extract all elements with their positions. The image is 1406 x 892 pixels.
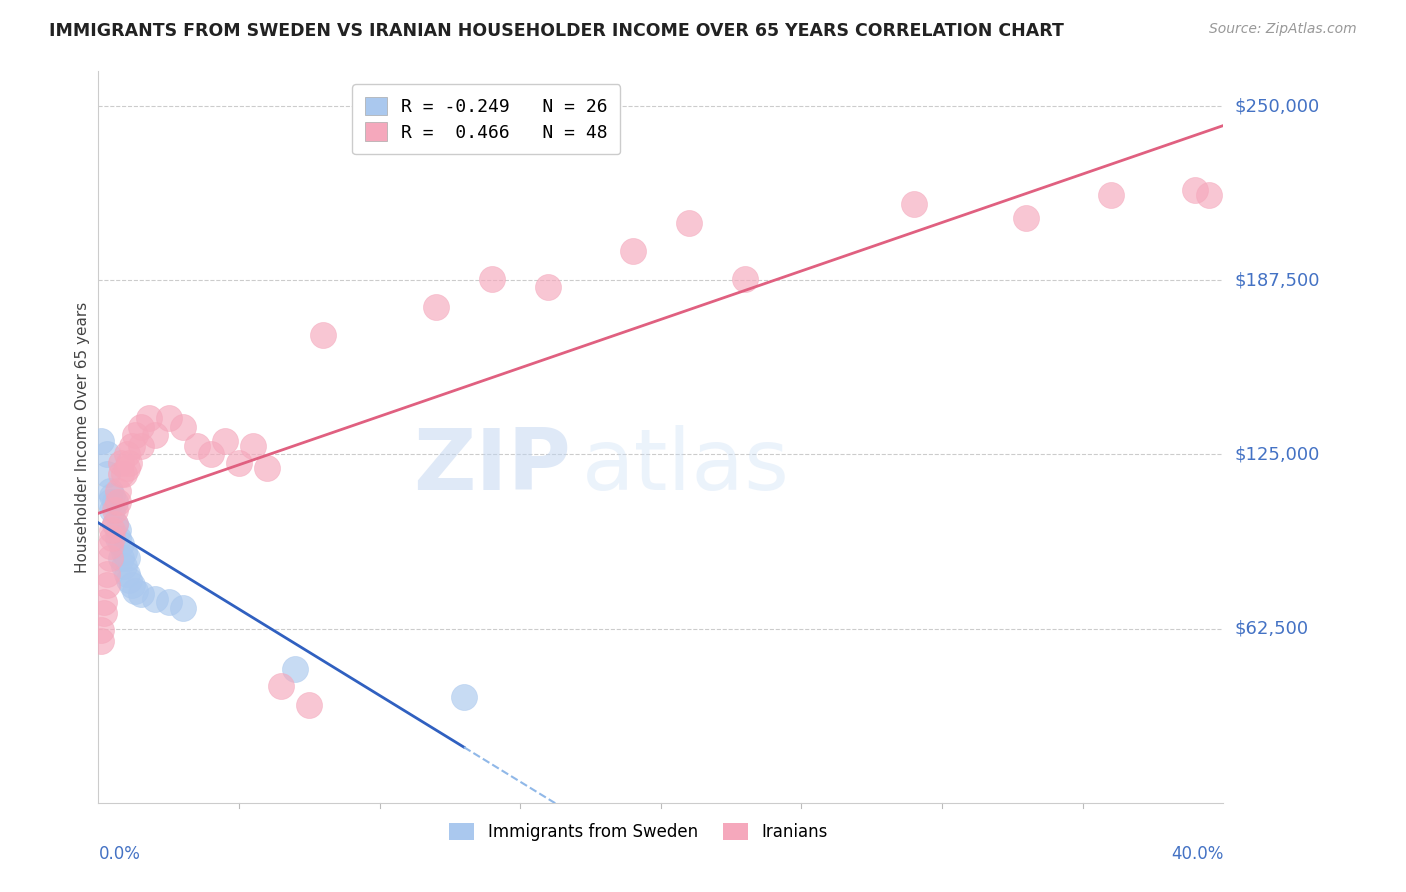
- Text: $62,500: $62,500: [1234, 620, 1309, 638]
- Y-axis label: Householder Income Over 65 years: Householder Income Over 65 years: [75, 301, 90, 573]
- Point: [90, 634, 112, 648]
- Point: [284, 662, 307, 676]
- Point: [129, 587, 152, 601]
- Point: [157, 595, 180, 609]
- Point: [107, 523, 129, 537]
- Point: [107, 483, 129, 498]
- Point: [115, 567, 138, 582]
- Point: [107, 531, 129, 545]
- Legend: Immigrants from Sweden, Iranians: Immigrants from Sweden, Iranians: [441, 814, 835, 849]
- Point: [121, 578, 143, 592]
- Point: [481, 272, 503, 286]
- Point: [1099, 188, 1122, 202]
- Text: 40.0%: 40.0%: [1171, 845, 1223, 863]
- Point: [115, 550, 138, 565]
- Point: [157, 411, 180, 425]
- Point: [312, 327, 335, 342]
- Point: [96, 578, 118, 592]
- Point: [90, 434, 112, 448]
- Point: [98, 483, 121, 498]
- Text: IMMIGRANTS FROM SWEDEN VS IRANIAN HOUSEHOLDER INCOME OVER 65 YEARS CORRELATION C: IMMIGRANTS FROM SWEDEN VS IRANIAN HOUSEH…: [49, 22, 1064, 40]
- Point: [425, 300, 447, 314]
- Point: [256, 461, 278, 475]
- Point: [115, 448, 138, 462]
- Point: [143, 592, 166, 607]
- Text: $125,000: $125,000: [1234, 445, 1320, 464]
- Point: [214, 434, 236, 448]
- Point: [96, 467, 118, 481]
- Point: [104, 517, 127, 532]
- Point: [104, 517, 127, 532]
- Text: $250,000: $250,000: [1234, 97, 1320, 115]
- Point: [104, 503, 127, 517]
- Text: atlas: atlas: [582, 425, 790, 508]
- Point: [200, 448, 222, 462]
- Point: [242, 439, 264, 453]
- Point: [453, 690, 475, 704]
- Point: [143, 428, 166, 442]
- Point: [110, 550, 132, 565]
- Text: ZIP: ZIP: [413, 425, 571, 508]
- Point: [101, 489, 124, 503]
- Point: [186, 439, 208, 453]
- Point: [98, 495, 121, 509]
- Point: [124, 428, 146, 442]
- Point: [110, 467, 132, 481]
- Point: [270, 679, 292, 693]
- Point: [112, 467, 135, 481]
- Point: [621, 244, 644, 258]
- Point: [129, 439, 152, 453]
- Text: 0.0%: 0.0%: [98, 845, 141, 863]
- Point: [112, 545, 135, 559]
- Point: [118, 573, 141, 587]
- Point: [93, 607, 115, 621]
- Point: [101, 503, 124, 517]
- Point: [298, 698, 321, 713]
- Point: [93, 595, 115, 609]
- Point: [98, 550, 121, 565]
- Point: [1184, 183, 1206, 197]
- Point: [1198, 188, 1220, 202]
- Point: [98, 540, 121, 554]
- Point: [96, 448, 118, 462]
- Point: [107, 495, 129, 509]
- Point: [101, 523, 124, 537]
- Point: [112, 558, 135, 573]
- Point: [678, 216, 700, 230]
- Text: $187,500: $187,500: [1234, 271, 1320, 289]
- Point: [129, 419, 152, 434]
- Point: [101, 531, 124, 545]
- Point: [1015, 211, 1038, 225]
- Point: [172, 419, 194, 434]
- Point: [228, 456, 250, 470]
- Point: [96, 567, 118, 582]
- Point: [734, 272, 756, 286]
- Point: [110, 456, 132, 470]
- Point: [172, 600, 194, 615]
- Point: [138, 411, 160, 425]
- Point: [118, 456, 141, 470]
- Point: [537, 280, 560, 294]
- Text: Source: ZipAtlas.com: Source: ZipAtlas.com: [1209, 22, 1357, 37]
- Point: [90, 623, 112, 637]
- Point: [903, 196, 925, 211]
- Point: [124, 584, 146, 599]
- Point: [115, 461, 138, 475]
- Point: [110, 536, 132, 550]
- Point: [121, 439, 143, 453]
- Point: [104, 495, 127, 509]
